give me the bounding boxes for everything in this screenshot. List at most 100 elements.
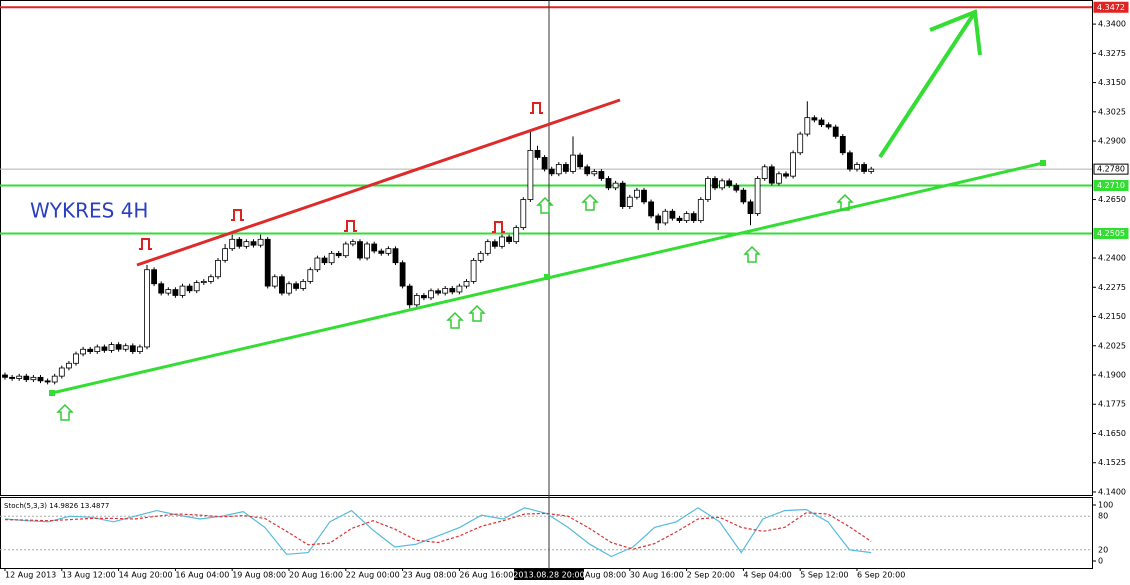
candle-body bbox=[300, 281, 307, 289]
crosshair-box bbox=[514, 569, 584, 580]
candle-body bbox=[712, 178, 718, 189]
candle-body bbox=[477, 252, 484, 261]
candle-body bbox=[470, 259, 477, 282]
x-tick-label: 4 Sep 04:00 bbox=[743, 571, 791, 580]
candle-body bbox=[115, 344, 122, 350]
y-tick-label: 4.2150 bbox=[1098, 312, 1126, 321]
candle-body bbox=[207, 276, 214, 282]
annotation: WYKRES 4H bbox=[30, 199, 148, 223]
candle-body bbox=[854, 164, 860, 170]
candle-body bbox=[236, 238, 243, 247]
candle-body bbox=[314, 257, 321, 271]
indicator-label: Stoch(5,3,3) 14.9826 13.4877 bbox=[4, 502, 109, 510]
candle-body bbox=[16, 375, 23, 379]
sell-signal bbox=[231, 209, 244, 221]
candle-body bbox=[868, 168, 875, 172]
sell-signal bbox=[492, 221, 505, 233]
level-box bbox=[1093, 180, 1129, 192]
candle-body bbox=[243, 241, 250, 247]
candle-body bbox=[392, 248, 399, 264]
buy-signal bbox=[56, 403, 74, 421]
x-tick-label: 19 Aug 08:00 bbox=[232, 571, 286, 580]
buy-signal bbox=[743, 245, 761, 263]
candle-body bbox=[790, 152, 796, 177]
candle-body bbox=[385, 248, 392, 254]
candle-body bbox=[761, 166, 768, 179]
candle-body bbox=[520, 199, 527, 229]
candle-body bbox=[577, 154, 583, 168]
candle-body bbox=[165, 289, 172, 294]
candle-body bbox=[73, 353, 79, 364]
x-tick-label: 20 Aug 16:00 bbox=[289, 571, 343, 580]
y-tick-label: 4.3400 bbox=[1098, 20, 1126, 29]
candle-body bbox=[513, 227, 520, 243]
candle-body bbox=[172, 289, 179, 296]
candle-body bbox=[584, 166, 591, 175]
x-tick-label: Aug 08:00 bbox=[585, 571, 626, 580]
candle-body bbox=[66, 362, 72, 369]
line-handle bbox=[544, 274, 550, 280]
candle-body bbox=[158, 283, 165, 294]
candle-body bbox=[80, 348, 86, 355]
forecast-arrow bbox=[878, 10, 977, 159]
buy-signal bbox=[468, 304, 486, 322]
y-tick-label: 4.2275 bbox=[1098, 283, 1126, 292]
candle-body bbox=[257, 238, 264, 246]
candle-body bbox=[641, 189, 647, 203]
y-tick-label: 4.2650 bbox=[1098, 195, 1126, 204]
candle-body bbox=[747, 201, 754, 214]
candle-body bbox=[669, 210, 676, 219]
candle-body bbox=[847, 152, 853, 170]
candle-body bbox=[825, 124, 832, 128]
candle-body bbox=[555, 164, 562, 175]
candle-body bbox=[449, 288, 456, 293]
y-tick-label: 4.2025 bbox=[1098, 341, 1126, 350]
candle-body bbox=[491, 241, 498, 247]
buy-signal bbox=[581, 193, 599, 211]
candle-body bbox=[626, 196, 633, 207]
stoch-tick-label: 0 bbox=[1098, 557, 1103, 566]
x-tick-label: 13 Aug 12:00 bbox=[62, 571, 116, 580]
line-handle bbox=[49, 390, 55, 396]
candle-body bbox=[94, 346, 101, 352]
candle-body bbox=[144, 269, 150, 348]
x-tick-label: 23 Aug 08:00 bbox=[403, 571, 457, 580]
x-tick-label: 26 Aug 16:00 bbox=[459, 571, 513, 580]
candle-body bbox=[676, 217, 683, 221]
line-handle bbox=[1040, 160, 1046, 166]
candle-body bbox=[9, 376, 16, 379]
candle-body bbox=[293, 283, 300, 289]
sell-signal bbox=[344, 220, 357, 232]
candle-body bbox=[378, 250, 385, 254]
candle-body bbox=[399, 262, 406, 287]
candle-body bbox=[719, 180, 725, 189]
forecast-arrow-head bbox=[929, 9, 982, 56]
candle-body bbox=[420, 295, 427, 299]
level-box bbox=[1093, 163, 1129, 175]
candle-body bbox=[151, 269, 158, 285]
candle-body bbox=[122, 345, 129, 350]
candle-body bbox=[527, 150, 534, 200]
candle-body bbox=[271, 276, 278, 287]
candle-body bbox=[832, 126, 839, 137]
candle-body bbox=[705, 178, 711, 200]
candle-body bbox=[342, 243, 349, 257]
candle-body bbox=[406, 285, 413, 306]
buy-signal bbox=[446, 311, 464, 329]
candle-body bbox=[357, 241, 363, 259]
x-tick-label: 16 Aug 04:00 bbox=[175, 571, 229, 580]
candle-body bbox=[456, 285, 463, 293]
candle-body bbox=[108, 344, 115, 351]
candle-body bbox=[328, 252, 335, 264]
candle-body bbox=[811, 117, 818, 121]
candle-body bbox=[598, 171, 605, 179]
candle-body bbox=[740, 189, 747, 203]
candle-body bbox=[662, 210, 669, 224]
y-tick-label: 4.1400 bbox=[1098, 487, 1126, 496]
candle-body bbox=[804, 117, 811, 135]
candle-body bbox=[818, 119, 825, 126]
candle-body bbox=[229, 238, 236, 250]
candle-body bbox=[499, 236, 505, 247]
stoch-tick-label: 100 bbox=[1098, 501, 1113, 510]
x-tick-label: 6 Sep 20:00 bbox=[857, 571, 905, 580]
